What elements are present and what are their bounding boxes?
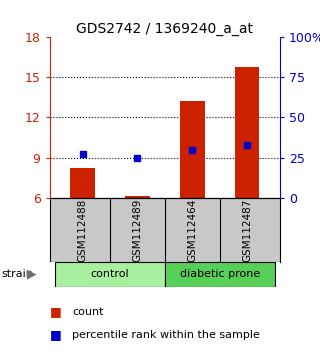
Text: strain: strain — [2, 269, 34, 279]
Bar — [125, 196, 150, 198]
Text: GSM112464: GSM112464 — [187, 198, 197, 262]
Bar — [235, 67, 260, 198]
Text: control: control — [91, 269, 129, 279]
Text: GSM112487: GSM112487 — [242, 198, 252, 262]
Text: GSM112489: GSM112489 — [132, 198, 142, 262]
Text: ■: ■ — [50, 305, 61, 318]
Text: percentile rank within the sample: percentile rank within the sample — [72, 330, 260, 339]
Bar — [55, 262, 165, 287]
Text: diabetic prone: diabetic prone — [180, 269, 260, 279]
Text: count: count — [72, 307, 103, 316]
Bar — [165, 262, 275, 287]
Text: GSM112488: GSM112488 — [77, 198, 87, 262]
Bar — [70, 168, 95, 198]
Bar — [180, 101, 204, 198]
Title: GDS2742 / 1369240_a_at: GDS2742 / 1369240_a_at — [76, 22, 253, 36]
Text: ▶: ▶ — [27, 268, 37, 281]
Text: ■: ■ — [50, 328, 61, 341]
